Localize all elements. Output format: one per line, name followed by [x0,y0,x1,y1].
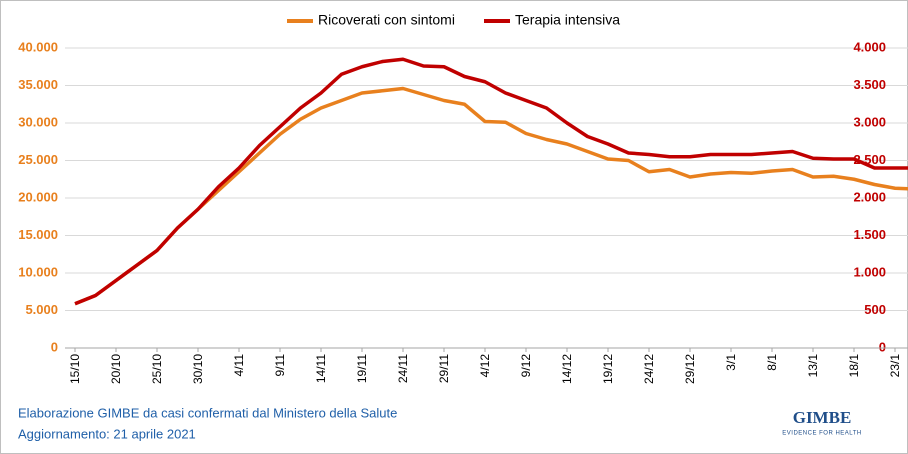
y-tick-label: 10.000 [18,264,58,279]
x-tick-label: 8/1 [765,354,779,371]
logo-tagline: EVIDENCE FOR HEALTH [782,431,861,437]
x-tick-label: 29/12 [683,354,697,384]
update-note: Aggiornamento: 21 aprile 2021 [18,426,196,441]
x-tick-label: 4/11 [232,354,246,377]
x-tick-label: 4/12 [478,354,492,378]
y2-tick-label: 2.000 [853,189,886,204]
y-tick-label: 25.000 [18,152,58,167]
y-tick-label: 35.000 [18,77,58,92]
y-tick-label: 15.000 [18,227,58,242]
source-note: Elaborazione GIMBE da casi confermati da… [18,405,397,420]
x-tick-label: 9/12 [519,354,533,378]
y2-tick-label: 0 [879,339,886,354]
x-tick-label: 20/10 [109,354,123,384]
y2-tick-label: 1.000 [853,264,886,279]
y-tick-label: 40.000 [18,39,58,54]
x-tick-label: 18/1 [847,354,861,378]
x-tick-label: 24/11 [396,354,410,383]
y2-tick-label: 3.000 [853,114,886,129]
x-tick-label: 13/1 [806,354,820,378]
x-tick-label: 14/11 [314,354,328,383]
x-tick-label: 25/10 [150,354,164,384]
y-tick-label: 5.000 [25,302,58,317]
x-tick-label: 3/1 [724,354,738,371]
x-tick-label: 23/1 [888,354,902,378]
series-line [74,86,908,306]
y2-tick-label: 500 [864,302,886,317]
x-tick-label: 19/12 [601,354,615,384]
y-tick-label: 30.000 [18,114,58,129]
y2-tick-label: 4.000 [853,39,886,54]
y-tick-label: 20.000 [18,189,58,204]
y2-tick-label: 1.500 [853,227,886,242]
x-tick-label: 14/12 [560,354,574,384]
legend-label: Ricoverati con sintomi [318,12,455,28]
x-tick-label: 24/12 [642,354,656,384]
y2-tick-label: 3.500 [853,77,886,92]
legend-label: Terapia intensiva [515,12,620,28]
series-line [74,57,908,306]
x-tick-label: 15/10 [68,354,82,384]
y-tick-label: 0 [51,339,58,354]
logo: GIMBE [793,408,852,427]
x-tick-label: 9/11 [273,354,287,377]
x-tick-label: 30/10 [191,354,205,384]
x-tick-label: 29/11 [437,354,451,383]
x-tick-label: 19/11 [355,354,369,383]
